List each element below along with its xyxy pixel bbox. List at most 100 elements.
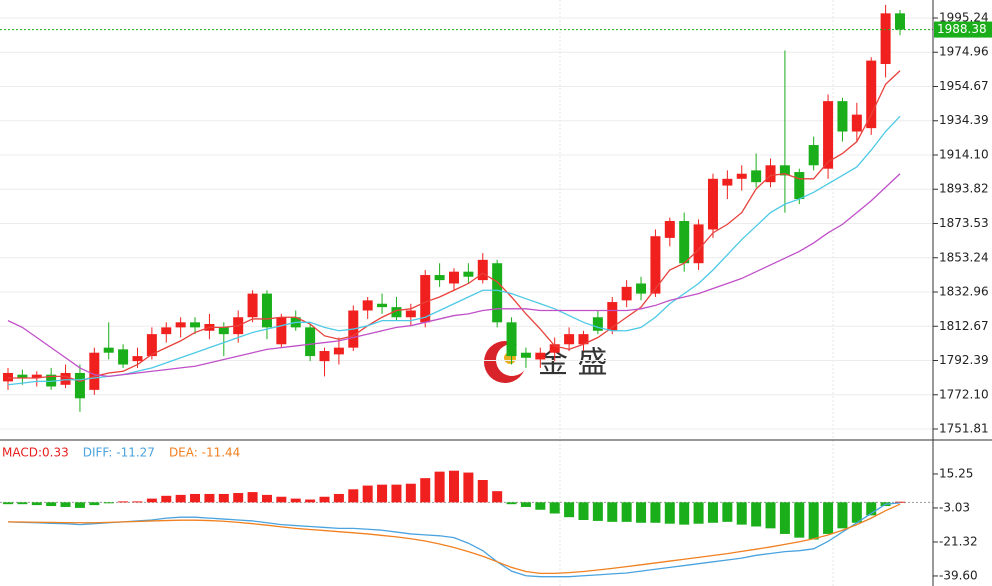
candle-body — [276, 317, 287, 345]
macd-line — [7, 502, 901, 578]
candle-body — [880, 13, 891, 64]
candle-body — [477, 259, 488, 281]
candle-body — [218, 327, 229, 335]
candle-body — [146, 334, 157, 357]
candle-body — [636, 283, 647, 294]
histogram-bar — [319, 496, 330, 503]
candle-body — [736, 173, 747, 179]
y-tick-label: -3.03 — [939, 500, 970, 514]
histogram-bar — [161, 495, 172, 503]
histogram-bar — [118, 501, 129, 503]
candle-body — [46, 374, 57, 387]
candle-body — [175, 322, 186, 328]
y-tick-label: 1893.82 — [939, 182, 989, 196]
histogram-bar — [492, 491, 503, 503]
histogram-bar — [31, 502, 42, 506]
candle-body — [362, 300, 373, 311]
candle-body — [751, 170, 762, 183]
candle-body — [549, 344, 560, 353]
histogram-bar — [420, 478, 431, 503]
histogram-bar — [449, 470, 459, 503]
candle-body — [779, 165, 790, 176]
candle-body — [305, 327, 316, 357]
histogram-bar — [276, 496, 287, 503]
candle-body — [621, 286, 632, 301]
histogram-bar — [621, 502, 632, 522]
watermark: 金 盛 — [484, 341, 608, 383]
candle-body — [377, 303, 388, 308]
histogram-bar — [823, 502, 834, 534]
candle-body — [161, 327, 172, 335]
y-tick-label: 15.25 — [939, 466, 973, 480]
y-tick-label: -39.60 — [939, 568, 978, 582]
histogram-bar — [765, 502, 776, 529]
candle-body — [261, 293, 272, 328]
histogram-bar — [751, 502, 762, 527]
histogram-bar — [779, 502, 790, 534]
histogram-bar — [549, 502, 560, 514]
histogram-bar — [60, 502, 71, 507]
histogram-bar — [46, 502, 57, 507]
histogram-bar — [463, 472, 474, 503]
candle-body — [707, 178, 718, 230]
candle-body — [247, 293, 258, 318]
watermark-text: 金 盛 — [538, 346, 608, 381]
y-tick-label: 1934.39 — [939, 113, 989, 127]
moving-average-line — [8, 70, 901, 383]
y-tick-label: 1812.67 — [939, 319, 989, 333]
histogram-bar — [290, 498, 301, 503]
candle-body — [492, 263, 503, 323]
histogram-bar — [851, 502, 862, 523]
histogram-bar — [333, 493, 344, 503]
candle-body — [74, 372, 85, 399]
candle-body — [132, 356, 143, 362]
histogram-bar — [190, 493, 201, 503]
histogram-bar — [736, 502, 747, 525]
macd-line — [7, 503, 901, 575]
y-tick-label: -21.32 — [939, 534, 978, 548]
y-tick-label: 1974.96 — [939, 45, 989, 59]
histogram-bar — [578, 502, 589, 520]
histogram-bar — [506, 502, 517, 505]
candle-body — [103, 347, 114, 353]
y-tick-label: 1995.24 — [939, 10, 989, 24]
histogram-bar — [391, 484, 402, 503]
legend-entry: DEA: -11.44 — [169, 446, 240, 460]
histogram-bar — [89, 502, 100, 506]
candle-body — [564, 334, 575, 345]
candle-body — [17, 374, 28, 379]
moving-average-line — [7, 115, 901, 386]
candle-body — [592, 317, 603, 331]
histogram-bar — [693, 502, 704, 524]
histogram-bar — [247, 492, 258, 503]
histogram-bar — [895, 501, 905, 503]
y-tick-label: 1832.96 — [939, 284, 989, 298]
legend-entry: DIFF: -11.27 — [83, 446, 155, 460]
candle-body — [765, 165, 776, 183]
histogram-bar — [175, 494, 186, 503]
candle-body — [319, 351, 330, 362]
histogram-bar — [434, 471, 445, 503]
histogram-bar — [664, 502, 675, 524]
histogram-bar — [305, 499, 316, 503]
histogram-bar — [103, 502, 114, 504]
candle-body — [664, 221, 675, 238]
histogram-bar — [261, 494, 272, 503]
candle-body — [449, 271, 459, 284]
candle-body — [3, 372, 13, 382]
histogram-bar — [592, 502, 603, 521]
y-tick-label: 1914.10 — [939, 147, 989, 161]
histogram-bar — [837, 502, 848, 529]
candle-body — [405, 310, 416, 318]
histogram-bar — [218, 493, 229, 503]
histogram-bar — [3, 502, 13, 505]
histogram-bar — [204, 493, 215, 503]
y-tick-label: 1792.39 — [939, 353, 989, 367]
candle-body — [60, 372, 71, 385]
candle-body — [794, 172, 805, 200]
candle-body — [722, 178, 733, 186]
y-tick-label: 1772.10 — [939, 387, 989, 401]
histogram-bar — [348, 489, 359, 503]
candle-body — [607, 302, 618, 331]
